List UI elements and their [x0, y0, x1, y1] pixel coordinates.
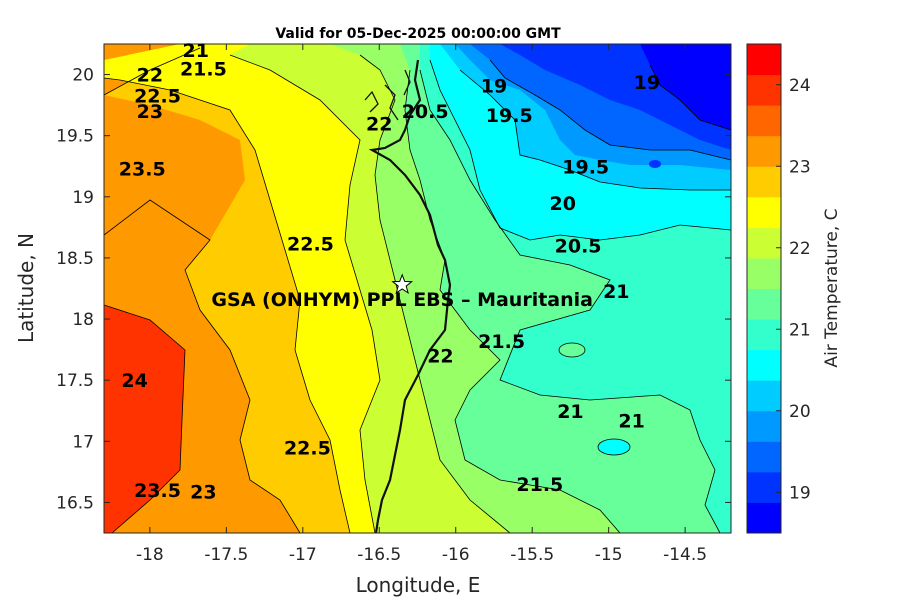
site-star-icon [391, 273, 414, 295]
colorbar-tick-label: 21 [789, 320, 811, 340]
contour-label: 21.5 [180, 58, 227, 80]
colorbar-tick-label: 23 [789, 157, 811, 177]
colorbar-swatch [747, 166, 781, 198]
colorbar-swatch [747, 410, 781, 442]
contour-label: 22.5 [134, 85, 181, 107]
contour-field [104, 44, 731, 533]
contour-label: 23 [137, 101, 163, 123]
contour-label: 22 [427, 346, 453, 368]
x-axis-label: Longitude, E [356, 573, 481, 597]
colorbar-swatch [747, 502, 781, 534]
coastline [368, 59, 452, 533]
x-tick-label: -18 [136, 545, 164, 565]
colorbar-swatch [747, 135, 781, 167]
contour-label: 21.5 [516, 474, 563, 496]
x-tick-label: -17.5 [204, 545, 248, 565]
colorbar-swatch [747, 441, 781, 473]
contour-label: 21 [557, 401, 583, 423]
contour-label: 23 [190, 481, 216, 503]
x-tick-label: -16.5 [357, 545, 401, 565]
contour-label: 19.5 [486, 105, 533, 127]
chart-title: Valid for 05-Dec-2025 00:00:00 GMT [275, 26, 561, 42]
x-tick-label: -14.5 [663, 545, 707, 565]
colorbar-swatch [747, 288, 781, 320]
contour-label: 20.5 [555, 236, 602, 258]
y-tick-label: 18 [72, 310, 94, 330]
colorbar-swatch [747, 257, 781, 289]
colorbar-swatch [747, 380, 781, 412]
band-24 [104, 305, 185, 533]
site-label: GSA (ONHYM) PPL EBS – Mauritania [211, 289, 593, 311]
contour-label: 22.5 [284, 437, 331, 459]
contour-label: 22 [366, 113, 392, 135]
y-tick-label: 19 [72, 188, 94, 208]
contour-label: 20.5 [402, 101, 449, 123]
colorbar-swatch [747, 44, 781, 76]
colorbar: 19 20 21 22 23 24 [746, 43, 811, 534]
contour-label: 19 [634, 72, 660, 94]
colorbar-swatch [747, 349, 781, 381]
colorbar-tick-label: 19 [789, 483, 811, 503]
contour-label: 22.5 [287, 233, 334, 255]
contour-label: 23.5 [134, 480, 181, 502]
colorbar-swatch [747, 74, 781, 106]
colorbar-tick-label: 24 [789, 76, 811, 96]
colorbar-swatch [747, 319, 781, 351]
y-tick-label: 18.5 [56, 249, 94, 269]
contour-lines [104, 47, 731, 533]
contour-label: 21 [603, 281, 629, 303]
colorbar-swatch [747, 105, 781, 137]
y-tick-label: 16.5 [56, 493, 94, 513]
contour-label: 21.5 [478, 331, 525, 353]
plot-frame [103, 43, 732, 534]
contour-label: 23.5 [119, 159, 166, 181]
coastline-detail [364, 69, 411, 121]
y-tick-label: 17 [72, 432, 94, 452]
contour-label: 19 [481, 76, 507, 98]
colorbar-label: Air Temperature, C [822, 208, 842, 367]
contour-label: 19.5 [562, 156, 609, 178]
x-tick-label: -16 [442, 545, 470, 565]
y-tick-label: 20 [72, 66, 94, 86]
x-tick-label: -15 [595, 545, 623, 565]
colorbar-tick-label: 20 [789, 402, 811, 422]
contour-label: 24 [121, 370, 147, 392]
site-marker-group: GSA (ONHYM) PPL EBS – Mauritania [211, 273, 593, 311]
contour-label: 21 [183, 40, 209, 62]
x-tick-label: -15.5 [510, 545, 554, 565]
cold-spot [649, 160, 661, 168]
contour-label: 21 [618, 411, 644, 433]
warm-spot-a [558, 342, 586, 358]
colorbar-swatch [747, 196, 781, 228]
colorbar-swatch [747, 471, 781, 503]
x-axis-ticks: -18 -17.5 -17 -16.5 -16 -15.5 -15 -14.5 [136, 44, 707, 565]
contour-label: 22 [137, 65, 163, 87]
y-tick-label: 19.5 [56, 127, 94, 147]
colorbar-tick-label: 22 [789, 239, 811, 259]
colorbar-frame [746, 43, 782, 534]
y-axis-label: Latitude, N [14, 233, 38, 343]
warm-spot-b [597, 438, 631, 456]
colorbar-swatch [747, 227, 781, 259]
contour-label: 20 [550, 193, 576, 215]
band-17.5 [640, 44, 731, 130]
y-axis-ticks: 16.5 17 17.5 18 18.5 19 19.5 20 [56, 66, 731, 513]
y-tick-label: 17.5 [56, 371, 94, 391]
x-tick-label: -17 [289, 545, 317, 565]
